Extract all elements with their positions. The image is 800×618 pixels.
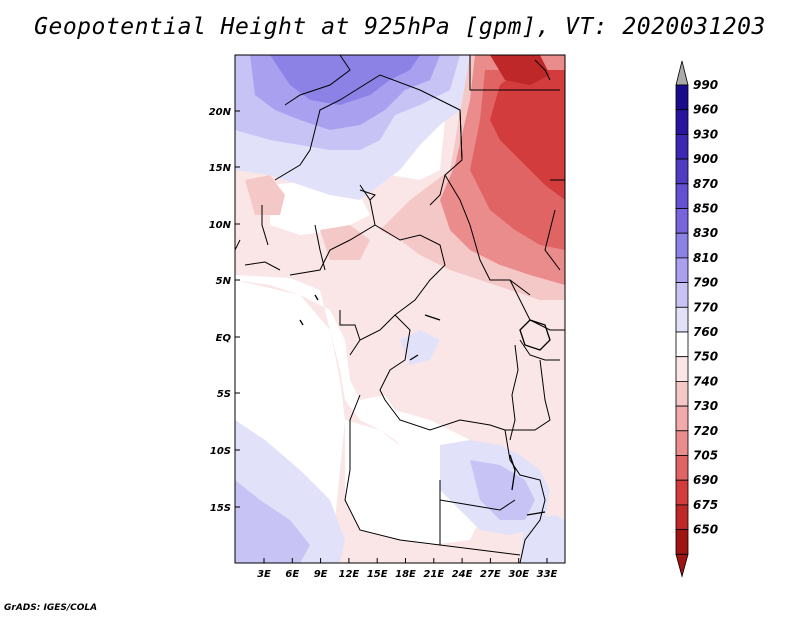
colorbar-bottom-arrow — [675, 553, 689, 578]
colorbar-swatch — [675, 405, 689, 432]
lat-label: EQ — [216, 333, 232, 344]
colorbar-swatch — [675, 529, 689, 555]
colorbar-level-label: 675 — [693, 498, 718, 512]
lat-label: 20N — [209, 107, 232, 118]
lon-label: 3E — [257, 569, 271, 580]
colorbar-swatch — [675, 158, 689, 185]
colorbar-level-label: 730 — [693, 399, 718, 413]
country-borders — [234, 54, 565, 564]
lon-label: 18E — [395, 569, 416, 580]
field-patch-west — [245, 175, 285, 215]
longitude-axis: 3E 6E 9E 12E 15E 18E 21E 24E 27E 30E 33E — [257, 558, 558, 580]
chart-title: Geopotential Height at 925hPa [gpm], VT:… — [34, 14, 766, 40]
colorbar-level-label: 900 — [693, 152, 718, 166]
height-field — [235, 55, 565, 563]
colorbar-level-label: 830 — [693, 226, 718, 240]
colorbar-swatch — [675, 479, 689, 506]
colorbar-level-label: 770 — [693, 300, 718, 314]
lon-label: 30E — [508, 569, 529, 580]
lon-label: 33E — [537, 569, 558, 580]
field-lowest-core — [490, 55, 550, 85]
lat-label: 10S — [210, 446, 231, 457]
colorbar-swatch — [675, 455, 689, 481]
lon-label: 6E — [285, 569, 299, 580]
field-neutral-gulf — [235, 275, 510, 500]
lakes — [299, 294, 551, 516]
lon-label: 9E — [314, 569, 328, 580]
colorbar-top-arrow — [675, 60, 689, 86]
colorbar-swatch — [675, 356, 689, 382]
field-higher-southeast — [470, 460, 535, 520]
colorbar-swatch — [675, 84, 689, 111]
lat-label: 5S — [217, 389, 231, 400]
colorbar-level-label: 690 — [693, 473, 718, 487]
colorbar-level-label: 850 — [693, 202, 718, 216]
colorbar-level-label: 930 — [693, 127, 718, 141]
colorbar-swatch — [675, 257, 689, 283]
colorbar-level-label: 720 — [693, 424, 718, 438]
colorbar-swatch — [675, 232, 689, 259]
field-high-patch — [400, 330, 440, 365]
colorbar-swatch — [675, 306, 689, 333]
latitude-axis: 20N 15N 10N 5N EQ 5S 10S 15S — [209, 107, 240, 514]
colorbar-swatch — [675, 380, 689, 407]
colorbar-level-label: 990 — [693, 78, 718, 92]
lon-label: 21E — [423, 569, 444, 580]
colorbar-swatch — [675, 282, 689, 308]
colorbar-level-label: 870 — [693, 177, 718, 191]
field-high-se-corner — [520, 515, 565, 563]
lon-label: 27E — [480, 569, 501, 580]
colorbar-level-label: 705 — [693, 449, 718, 463]
colorbar-level-label: 650 — [693, 523, 718, 537]
field-higher-southwest — [235, 480, 310, 563]
colorbar-swatch — [675, 430, 689, 456]
colorbar-level-label: 750 — [693, 350, 718, 364]
colorbar-swatch — [675, 504, 689, 530]
colorbar-swatch — [675, 208, 689, 234]
colorbar-swatch — [675, 109, 689, 135]
colorbar-level-label: 960 — [693, 103, 718, 117]
lat-label: 15N — [209, 163, 232, 174]
lat-label: 15S — [210, 503, 231, 514]
lat-label: 10N — [209, 220, 232, 231]
field-neutral-south — [345, 420, 480, 545]
colorbar-swatch — [675, 183, 689, 209]
colorbar-swatch — [675, 133, 689, 160]
colorbar-level-label: 810 — [693, 251, 718, 265]
colorbar: 990 960 930 900 870 850 830 810 790 770 760 750 740 7… — [675, 60, 718, 578]
colorbar-level-label: 740 — [693, 374, 718, 388]
colorbar-level-label: 760 — [693, 325, 718, 339]
colorbar-swatch — [675, 331, 689, 358]
map-frame — [234, 54, 566, 564]
colorbar-level-label: 790 — [693, 276, 718, 290]
lon-label: 15E — [367, 569, 388, 580]
grads-credit: GrADS: IGES/COLA — [4, 603, 98, 613]
lon-label: 12E — [339, 569, 360, 580]
field-lowest — [490, 70, 565, 200]
lon-label: 24E — [452, 569, 473, 580]
lat-label: 5N — [216, 276, 232, 287]
